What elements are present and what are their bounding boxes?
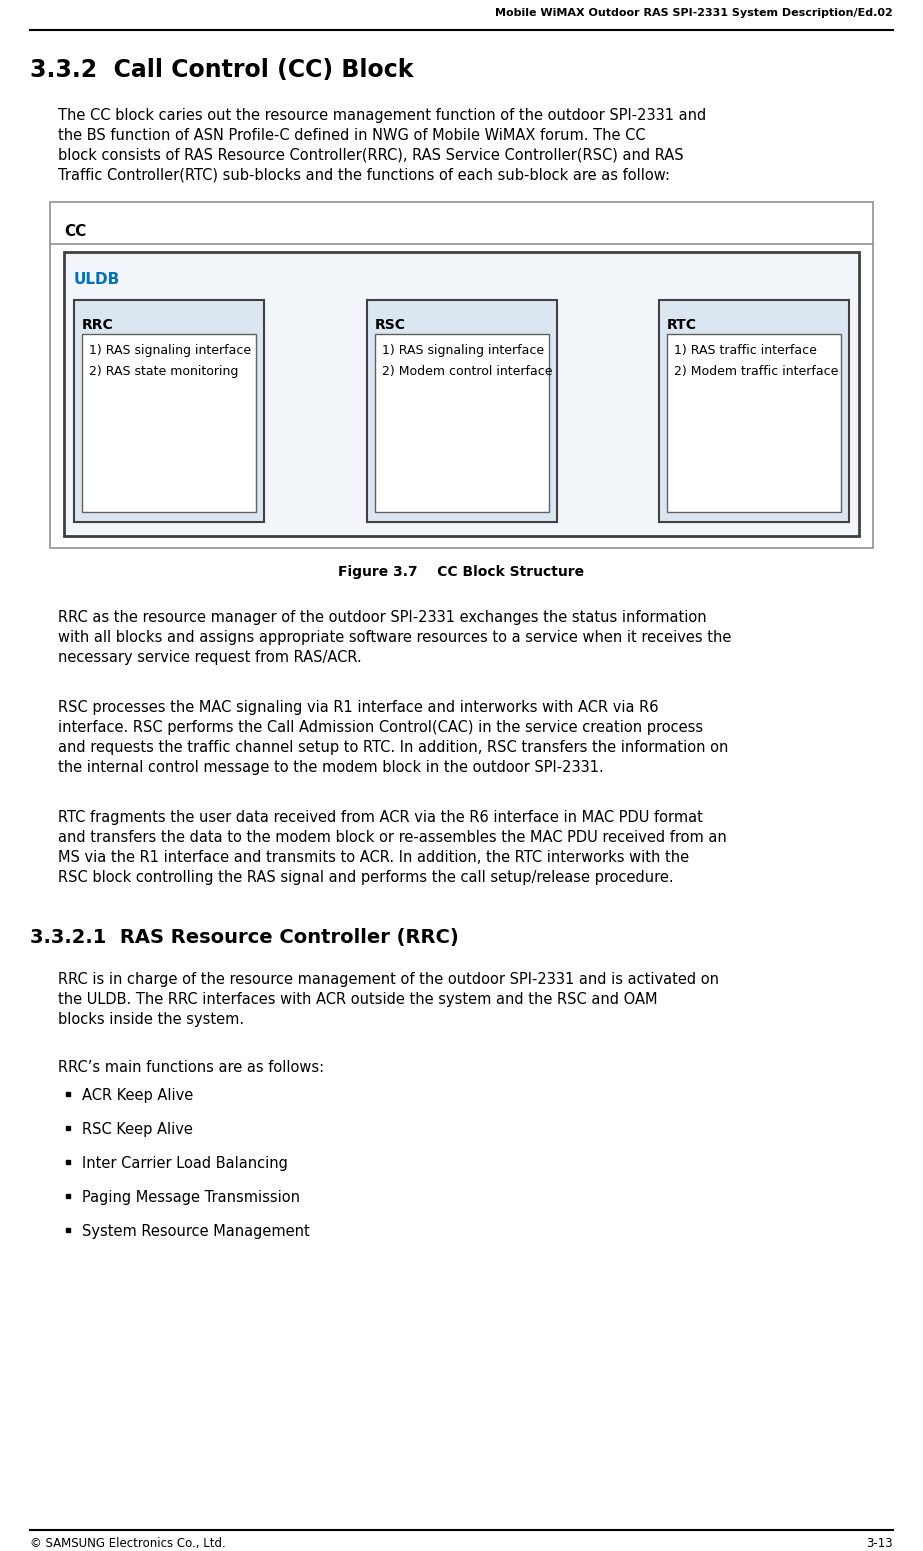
Text: 3.3.2.1  RAS Resource Controller (RRC): 3.3.2.1 RAS Resource Controller (RRC) [30,927,459,948]
Text: Figure 3.7    CC Block Structure: Figure 3.7 CC Block Structure [338,565,584,579]
Text: Paging Message Transmission: Paging Message Transmission [82,1190,300,1205]
Text: 1) RAS signaling interface
2) Modem control interface: 1) RAS signaling interface 2) Modem cont… [381,344,552,378]
Text: RTC: RTC [667,318,697,332]
Text: RSC Keep Alive: RSC Keep Alive [82,1121,193,1137]
Text: RTC fragments the user data received from ACR via the R6 interface in MAC PDU fo: RTC fragments the user data received fro… [58,810,703,825]
Text: blocks inside the system.: blocks inside the system. [58,1011,244,1027]
Text: RRC’s main functions are as follows:: RRC’s main functions are as follows: [58,1059,324,1075]
Text: interface. RSC performs the Call Admission Control(CAC) in the service creation : interface. RSC performs the Call Admissi… [58,720,703,735]
Text: block consists of RAS Resource Controller(RRC), RAS Service Controller(RSC) and : block consists of RAS Resource Controlle… [58,147,684,163]
FancyBboxPatch shape [366,299,557,523]
Text: Traffic Controller(RTC) sub-blocks and the functions of each sub-block are as fo: Traffic Controller(RTC) sub-blocks and t… [58,168,670,183]
Text: and transfers the data to the modem block or re-assembles the MAC PDU received f: and transfers the data to the modem bloc… [58,830,726,845]
Text: RSC processes the MAC signaling via R1 interface and interworks with ACR via R6: RSC processes the MAC signaling via R1 i… [58,700,658,715]
Text: Mobile WiMAX Outdoor RAS SPI-2331 System Description/Ed.02: Mobile WiMAX Outdoor RAS SPI-2331 System… [496,8,893,19]
FancyBboxPatch shape [659,299,849,523]
Text: the internal control message to the modem block in the outdoor SPI-2331.: the internal control message to the mode… [58,760,604,776]
Text: ULDB: ULDB [74,271,120,287]
Text: CC: CC [64,223,86,239]
Text: RSC: RSC [375,318,405,332]
Text: ACR Keep Alive: ACR Keep Alive [82,1087,193,1103]
Text: RRC as the resource manager of the outdoor SPI-2331 exchanges the status informa: RRC as the resource manager of the outdo… [58,610,707,625]
Text: 3.3.2  Call Control (CC) Block: 3.3.2 Call Control (CC) Block [30,57,414,82]
Text: MS via the R1 interface and transmits to ACR. In addition, the RTC interworks wi: MS via the R1 interface and transmits to… [58,850,689,865]
Text: 1) RAS signaling interface
2) RAS state monitoring: 1) RAS signaling interface 2) RAS state … [89,344,251,378]
FancyBboxPatch shape [64,251,859,537]
Text: Inter Carrier Load Balancing: Inter Carrier Load Balancing [82,1155,288,1171]
Text: the BS function of ASN Profile-C defined in NWG of Mobile WiMAX forum. The CC: the BS function of ASN Profile-C defined… [58,129,645,143]
Text: 1) RAS traffic interface
2) Modem traffic interface: 1) RAS traffic interface 2) Modem traffi… [674,344,838,378]
FancyBboxPatch shape [375,333,548,512]
FancyBboxPatch shape [82,333,256,512]
Text: RRC is in charge of the resource management of the outdoor SPI-2331 and is activ: RRC is in charge of the resource managem… [58,972,719,986]
Text: RSC block controlling the RAS signal and performs the call setup/release procedu: RSC block controlling the RAS signal and… [58,870,674,886]
FancyBboxPatch shape [50,202,873,548]
Text: 3-13: 3-13 [867,1537,893,1549]
Text: the ULDB. The RRC interfaces with ACR outside the system and the RSC and OAM: the ULDB. The RRC interfaces with ACR ou… [58,993,657,1007]
FancyBboxPatch shape [74,299,264,523]
FancyBboxPatch shape [667,333,841,512]
Text: and requests the traffic channel setup to RTC. In addition, RSC transfers the in: and requests the traffic channel setup t… [58,740,728,755]
Text: The CC block caries out the resource management function of the outdoor SPI-2331: The CC block caries out the resource man… [58,109,706,123]
Text: RRC: RRC [82,318,114,332]
Text: with all blocks and assigns appropriate software resources to a service when it : with all blocks and assigns appropriate … [58,630,731,645]
Text: necessary service request from RAS/ACR.: necessary service request from RAS/ACR. [58,650,362,665]
Text: © SAMSUNG Electronics Co., Ltd.: © SAMSUNG Electronics Co., Ltd. [30,1537,226,1549]
Text: System Resource Management: System Resource Management [82,1224,310,1239]
